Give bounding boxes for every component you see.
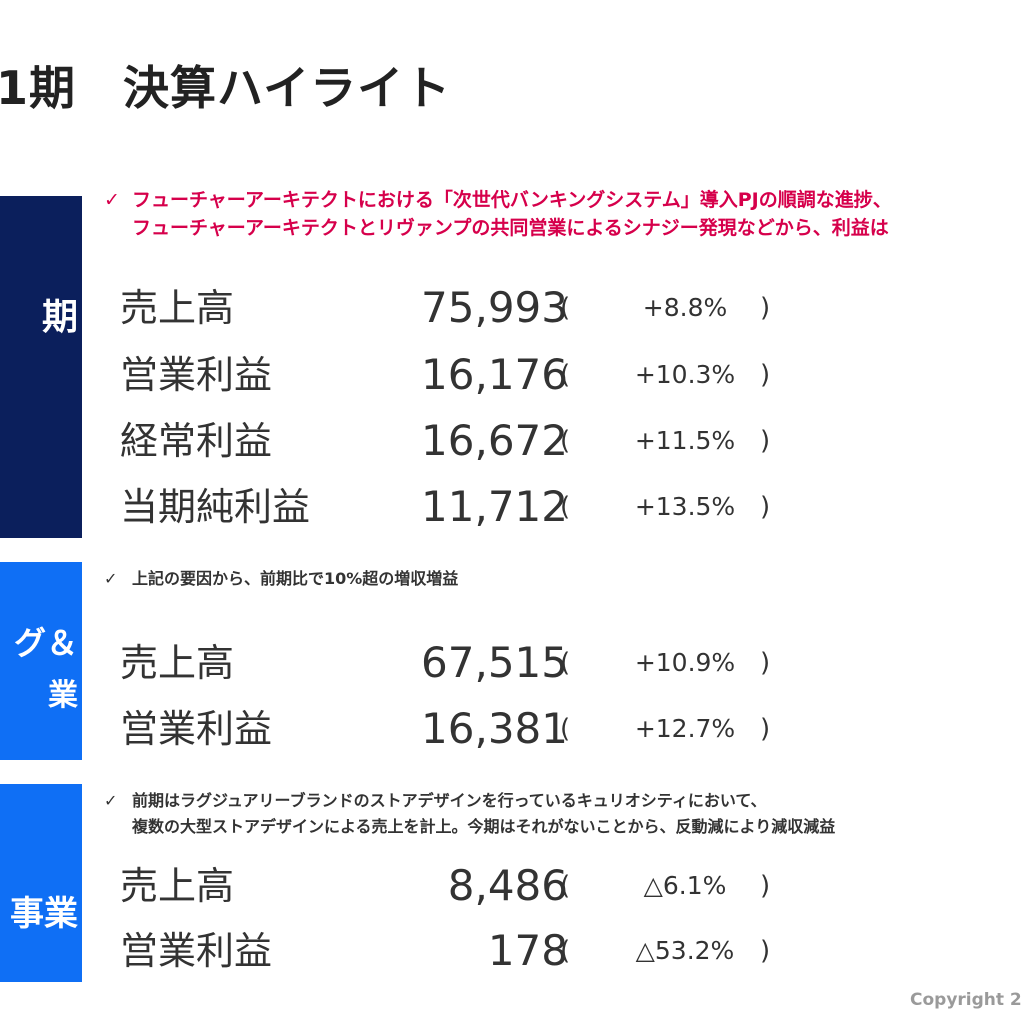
metric-change: +11.5%	[634, 426, 736, 455]
metric-label: 営業利益	[120, 707, 273, 751]
section-3-note-line-2: 複数の大型ストアデザインによる売上を計上。今期はそれがないことから、反動減により…	[132, 817, 836, 836]
section-1-note: ✓ フューチャーアーキテクトにおける「次世代バンキングシステム」導入PJの順調な進…	[104, 186, 892, 242]
paren-close: )	[760, 936, 771, 966]
section-1-note-line-2: フューチャーアーキテクトとリヴァンプの共同営業によるシナジー発現などから、利益は	[132, 217, 889, 239]
page-title-text: 期 決算ハイライト	[29, 61, 452, 115]
metric-label: 当期純利益	[120, 485, 311, 529]
metric-value: 8,486	[447, 861, 568, 910]
paren-open: (	[560, 871, 571, 901]
metric-row: 営業利益 178 ( △53.2% )	[120, 921, 800, 981]
check-icon: ✓	[104, 189, 120, 211]
metric-label: 営業利益	[120, 929, 273, 973]
section-1-side-block: 期	[0, 196, 82, 538]
metric-row: 経常利益 16,672 ( +11.5% )	[120, 411, 800, 471]
paren-close: )	[760, 360, 771, 390]
metric-row: 売上高 8,486 ( △6.1% )	[120, 856, 800, 916]
metric-change: +8.8%	[642, 293, 728, 322]
paren-close: )	[760, 426, 771, 456]
metric-change: +13.5%	[634, 492, 736, 521]
metric-label: 営業利益	[120, 353, 273, 397]
metric-row: 営業利益 16,381 ( +12.7% )	[120, 699, 800, 759]
section-2-side-label-1: グ＆	[13, 624, 78, 662]
metric-label: 売上高	[120, 864, 235, 908]
metric-value: 16,381	[421, 704, 568, 753]
paren-close: )	[760, 648, 771, 678]
metric-label: 売上高	[120, 641, 235, 685]
paren-open: (	[560, 293, 571, 323]
check-icon: ✓	[104, 569, 118, 588]
section-2-note: ✓ 上記の要因から、前期比で10%超の増収増益	[104, 566, 458, 592]
section-1-note-line-1: フューチャーアーキテクトにおける「次世代バンキングシステム」導入PJの順調な進捗…	[132, 189, 892, 211]
section-2-side-label-2: 業	[48, 678, 78, 713]
section-3-note-line-1: 前期はラグジュアリーブランドのストアデザインを行っているキュリオシティにおいて、	[132, 791, 767, 810]
metric-row: 当期純利益 11,712 ( +13.5% )	[120, 477, 800, 537]
paren-open: (	[560, 714, 571, 744]
metric-row: 売上高 67,515 ( +10.9% )	[120, 633, 800, 693]
section-1-side-label: 期	[41, 297, 78, 338]
metric-value: 75,993	[421, 283, 568, 332]
page-title-prefix: 1	[0, 61, 30, 115]
metric-row: 売上高 75,993 ( +8.8% )	[120, 278, 800, 338]
section-3-side-label: 事業	[10, 894, 78, 934]
paren-open: (	[560, 426, 571, 456]
paren-open: (	[560, 360, 571, 390]
page-title: 1期 決算ハイライト	[0, 52, 451, 118]
metric-value: 11,712	[421, 482, 568, 531]
paren-close: )	[760, 492, 771, 522]
metric-value: 67,515	[421, 638, 568, 687]
metric-change: △53.2%	[635, 936, 735, 965]
section-3-side-block: 事業	[0, 784, 82, 982]
metric-change: +12.7%	[634, 714, 736, 743]
metric-change: +10.3%	[634, 360, 736, 389]
metric-value: 16,176	[421, 350, 568, 399]
section-2-side-block: グ＆ 業	[0, 562, 82, 760]
paren-open: (	[560, 936, 571, 966]
metric-label: 経常利益	[120, 419, 273, 463]
metric-change: △6.1%	[643, 871, 727, 900]
paren-close: )	[760, 871, 771, 901]
paren-open: (	[560, 648, 571, 678]
metric-row: 営業利益 16,176 ( +10.3% )	[120, 345, 800, 405]
copyright-text: Copyright 2	[910, 990, 1022, 1010]
metric-value: 178	[487, 926, 568, 975]
paren-close: )	[760, 293, 771, 323]
check-icon: ✓	[104, 791, 118, 810]
paren-open: (	[560, 492, 571, 522]
section-2-note-line-1: 上記の要因から、前期比で10%超の増収増益	[132, 569, 459, 588]
paren-close: )	[760, 714, 771, 744]
metric-value: 16,672	[421, 416, 568, 465]
section-3-note: ✓ 前期はラグジュアリーブランドのストアデザインを行っているキュリオシティにおいて…	[104, 788, 835, 840]
metric-label: 売上高	[120, 286, 235, 330]
metric-change: +10.9%	[634, 648, 736, 677]
